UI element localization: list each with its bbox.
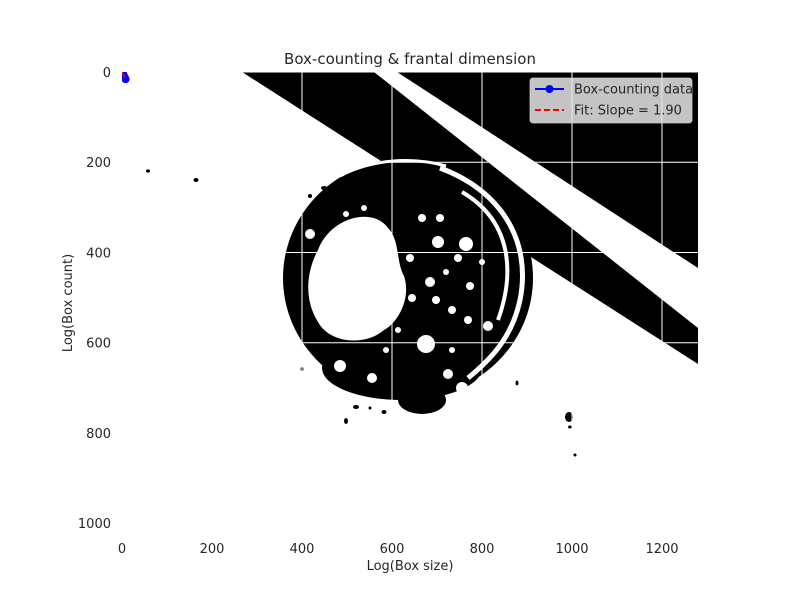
y-tick-label: 800 [86,427,111,442]
legend-label: Fit: Slope = 1.90 [574,104,682,119]
data-point [122,75,130,84]
scattered-specks [146,169,577,457]
y-tick-label: 1000 [78,517,111,532]
interior-light-blob [308,216,407,341]
legend-marker [545,85,554,93]
legend-label: Box-counting data [574,83,693,98]
circular-object-bottom [398,386,446,414]
interior-spots [305,205,493,353]
series-layer [122,72,130,84]
y-tick-label: 600 [86,337,111,352]
x-axis-ticks: 0 200 400 600 800 1000 1200 [118,542,679,557]
legend-entry: Box-counting data [535,83,693,98]
circular-object-lower [322,336,482,400]
x-tick-label: 0 [118,542,126,557]
y-tick-label: 400 [86,246,111,261]
ring-arc-outer [439,165,525,380]
legend-box [529,77,693,124]
x-tick-label: 400 [290,542,315,557]
ring-arc-top [339,159,447,178]
y-tick-label: 200 [86,156,111,171]
binary-image [146,72,698,457]
lower-cutouts [334,360,468,394]
x-tick-label: 800 [470,542,495,557]
plot-area [122,72,698,534]
legend-entry: Fit: Slope = 1.90 [535,104,682,119]
y-axis-ticks: 0 200 400 600 800 1000 [78,66,111,532]
y-axis-label: Log(Box count) [61,254,76,352]
series-line-1 [122,72,127,80]
x-tick-label: 1000 [555,542,588,557]
ring-arc-inner [460,190,510,321]
grid-lines [122,72,698,534]
x-tick-label: 1200 [645,542,678,557]
y-tick-label: 0 [103,66,111,81]
x-axis-label: Log(Box size) [367,559,454,574]
legend: Box-counting data Fit: Slope = 1.90 [529,77,693,124]
x-tick-label: 200 [200,542,225,557]
chart-title: Box-counting & frantal dimension [284,50,536,68]
x-tick-label: 600 [380,542,405,557]
